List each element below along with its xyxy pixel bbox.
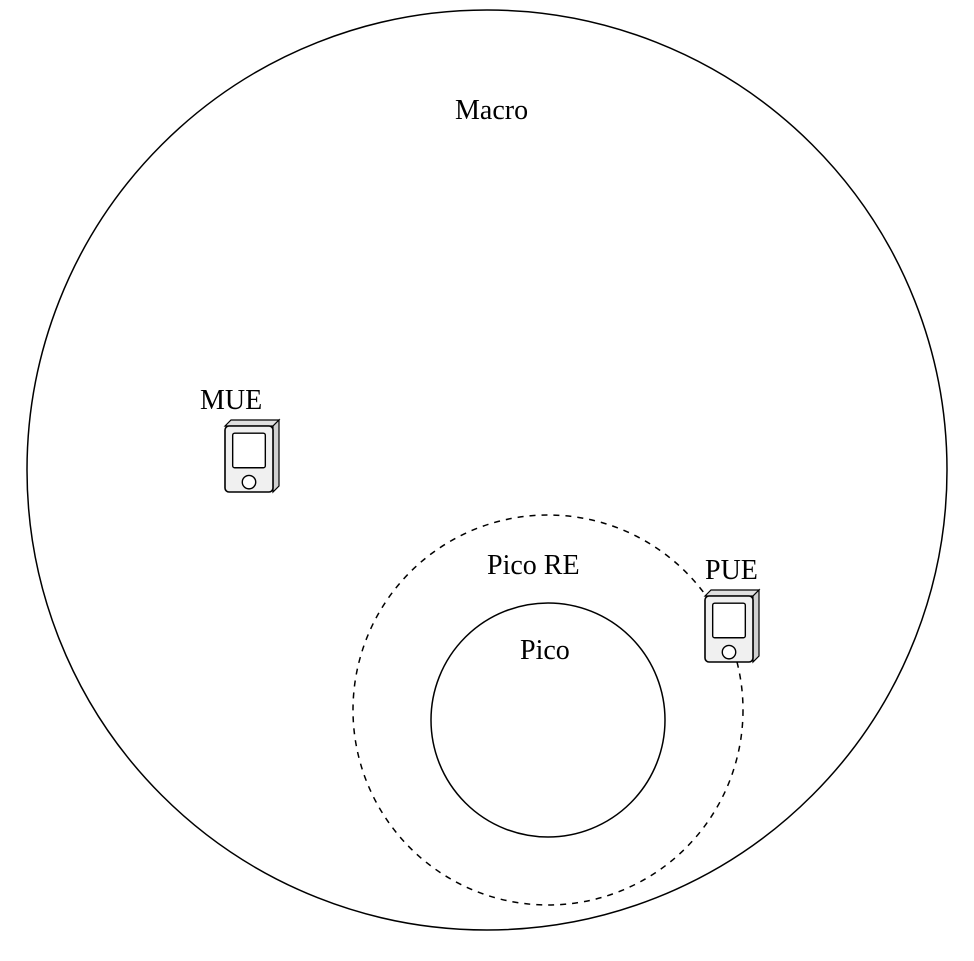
mue-label: MUE	[200, 385, 262, 417]
pico-label: Pico	[520, 635, 570, 667]
macro-circle	[0, 0, 974, 961]
mue-device-icon	[225, 420, 285, 504]
pue-device-icon	[705, 590, 765, 674]
pue-label: PUE	[705, 555, 758, 587]
macro-label: Macro	[455, 95, 528, 127]
diagram-container: Macro MUE Pico RE PUE Pico	[0, 0, 974, 961]
pico-re-label: Pico RE	[487, 550, 580, 582]
